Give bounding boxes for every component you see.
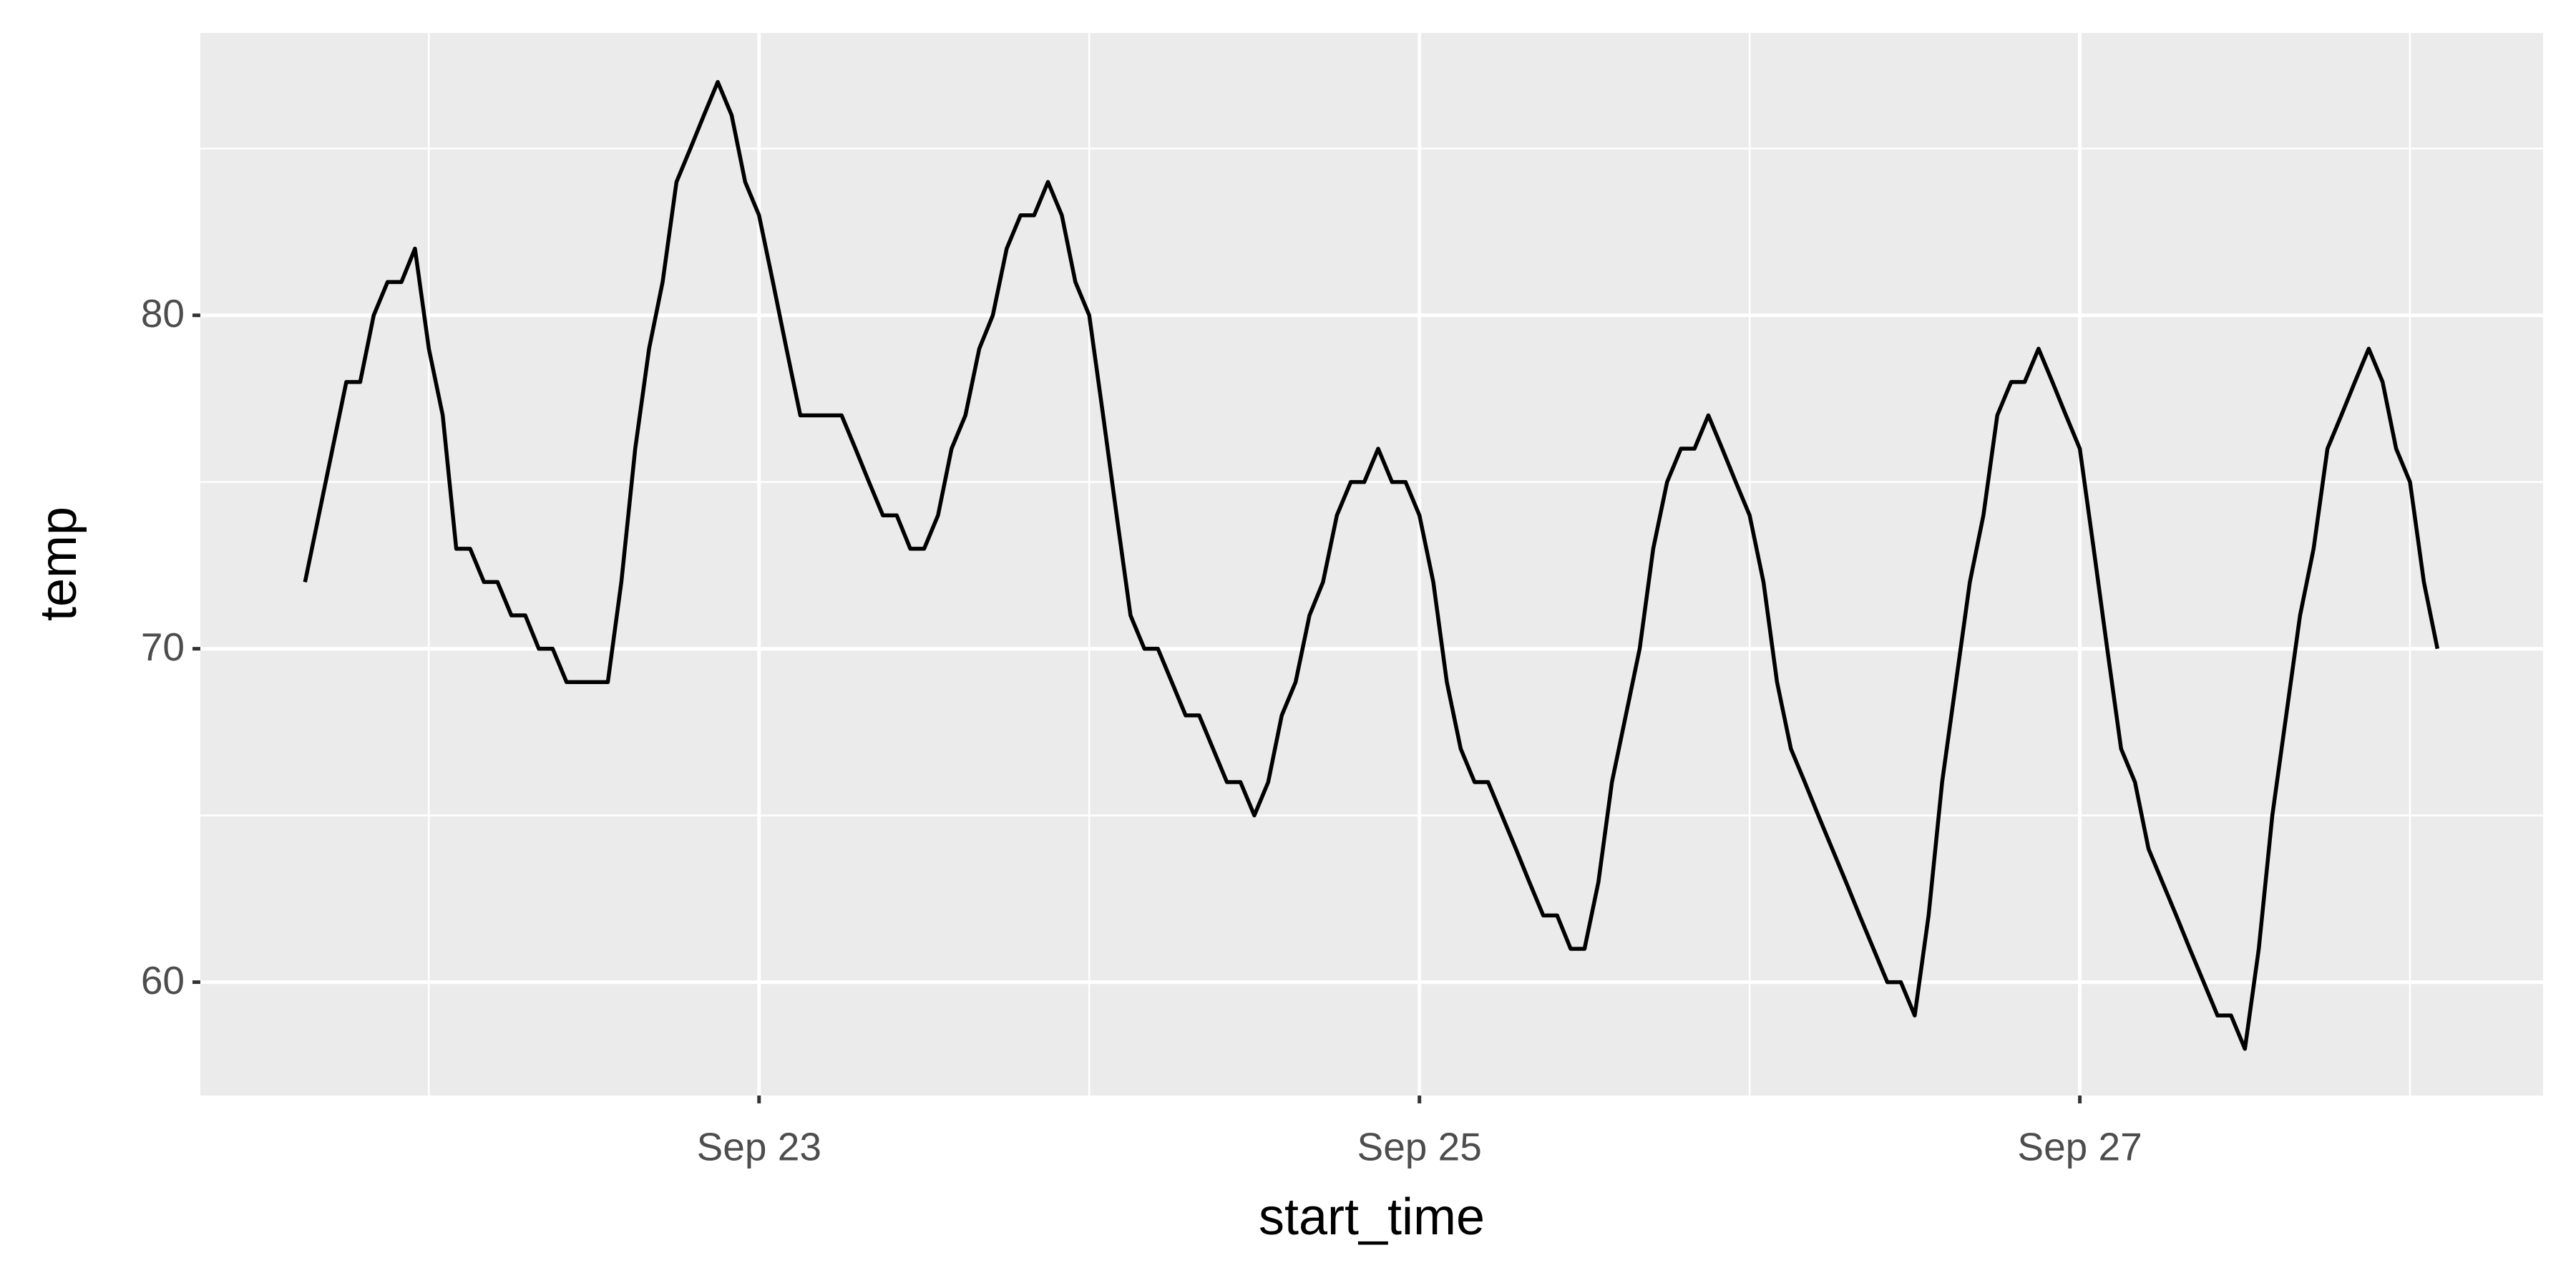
y-axis-title: temp	[30, 507, 87, 621]
x-axis-title: start_time	[1259, 1189, 1485, 1246]
y-tick-label: 80	[141, 291, 185, 336]
data-line	[303, 79, 2440, 1051]
plot-panel	[200, 33, 2543, 1096]
x-tick-label: Sep 23	[697, 1125, 821, 1169]
panel-background	[200, 33, 2543, 1096]
y-tick-label: 60	[141, 958, 185, 1002]
x-tick-label: Sep 25	[1357, 1125, 1482, 1169]
y-tick-label: 70	[141, 625, 185, 669]
x-tick-label: Sep 27	[2017, 1125, 2142, 1169]
